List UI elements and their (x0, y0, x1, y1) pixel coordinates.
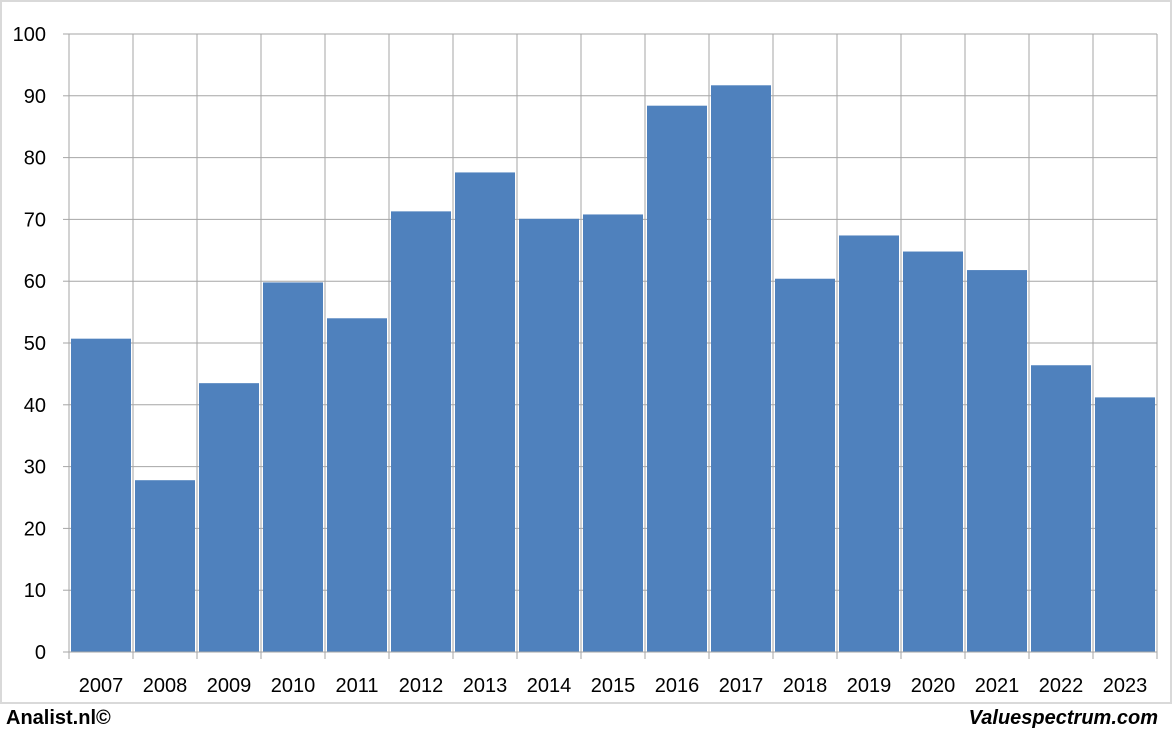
y-tick-label: 10 (24, 580, 46, 602)
bar-2010 (263, 282, 323, 652)
bar-2018 (775, 278, 835, 652)
x-tick-label: 2018 (783, 675, 828, 697)
bar-2015 (583, 214, 643, 652)
y-tick-label: 100 (13, 24, 46, 46)
x-tick-label: 2017 (719, 675, 764, 697)
bar-2008 (135, 480, 195, 652)
bar-2020 (903, 251, 963, 652)
x-tick-label: 2011 (335, 675, 378, 697)
y-tick-label: 0 (35, 642, 46, 664)
bar-2007 (71, 338, 131, 652)
bar-2023 (1095, 397, 1155, 652)
y-tick-label: 40 (24, 395, 46, 417)
bar-2012 (391, 211, 451, 652)
y-tick-label: 80 (24, 148, 46, 170)
bar-2019 (839, 235, 899, 652)
x-tick-label: 2022 (1039, 675, 1084, 697)
bar-2017 (711, 85, 771, 652)
y-tick-label: 90 (24, 86, 46, 108)
y-tick-label: 70 (24, 209, 46, 231)
x-tick-label: 2007 (79, 675, 124, 697)
y-tick-label: 30 (24, 457, 46, 479)
bar-2013 (455, 172, 515, 652)
footer-source-left: Analist.nl© (6, 707, 111, 729)
x-tick-label: 2015 (591, 675, 636, 697)
y-tick-label: 50 (24, 333, 46, 355)
bar-2016 (647, 105, 707, 653)
x-tick-label: 2016 (655, 675, 700, 697)
x-tick-label: 2020 (911, 675, 956, 697)
bars (71, 85, 1155, 653)
bar-2009 (199, 383, 259, 652)
tick-labels: 0 10 20 30 40 50 60 70 80 90 100 2007 2008 2009 2010 20… (13, 24, 1148, 697)
y-tick-label: 20 (24, 518, 46, 540)
x-tick-label: 2010 (271, 675, 316, 697)
y-tick-label: 60 (24, 271, 46, 293)
bar-2014 (519, 218, 579, 653)
footer-source-right: Valuespectrum.com (968, 707, 1158, 729)
x-tick-label: 2023 (1103, 675, 1148, 697)
x-tick-label: 2012 (399, 675, 444, 697)
bar-2011 (327, 318, 387, 652)
bar-2021 (967, 270, 1027, 652)
x-tick-label: 2019 (847, 675, 892, 697)
x-tick-label: 2021 (975, 675, 1020, 697)
x-tick-label: 2009 (207, 675, 252, 697)
x-tick-label: 2013 (463, 675, 508, 697)
bar-2022 (1031, 365, 1091, 652)
x-tick-label: 2008 (143, 675, 188, 697)
x-tick-label: 2014 (527, 675, 572, 697)
axes (63, 33, 1158, 659)
